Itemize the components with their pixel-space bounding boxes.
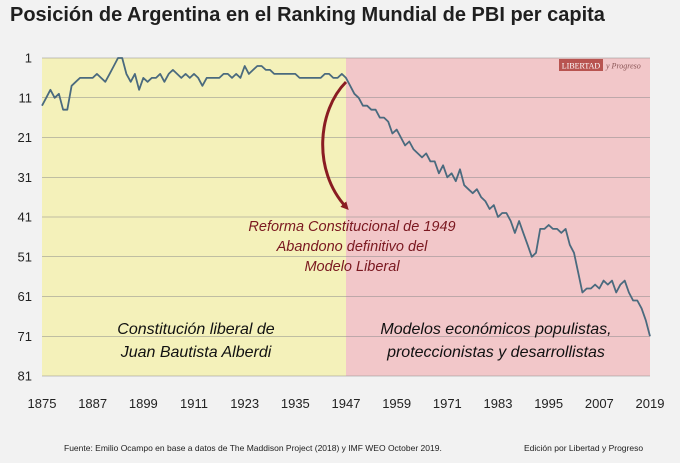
series-line-ranking <box>41 57 651 337</box>
annotation-line-2: Abandono definitivo del <box>276 239 429 255</box>
region-liberal-label-2: Juan Bautista Alberdi <box>120 344 272 361</box>
x-tick-label-2007: 2007 <box>585 396 614 411</box>
y-tick-label-1: 1 <box>25 51 32 66</box>
footer-edition: Edición por Libertad y Progreso <box>524 443 644 453</box>
region-populista-label-2: proteccionistas y desarrollistas <box>386 344 605 361</box>
x-tick-label-1995: 1995 <box>534 396 563 411</box>
x-tick-label-1899: 1899 <box>129 396 158 411</box>
y-tick-label-71: 71 <box>18 329 32 344</box>
annotation-line-1: Reforma Constitucional de 1949 <box>248 219 455 235</box>
x-tick-label-1971: 1971 <box>433 396 462 411</box>
y-tick-label-81: 81 <box>18 369 32 384</box>
x-axis-ticks: 1875 1887 1899 1911 1923 1935 1947 1959 1971 1983… <box>28 396 665 411</box>
footer-source: Fuente: Emilio Ocampo en base a datos de… <box>64 443 442 453</box>
region-liberal-label-1: Constitución liberal de <box>117 321 275 338</box>
gridlines <box>42 57 650 377</box>
x-tick-label-1947: 1947 <box>332 396 361 411</box>
x-tick-label-1887: 1887 <box>78 396 107 411</box>
annotation-line-3: Modelo Liberal <box>304 259 400 275</box>
x-tick-label-1959: 1959 <box>382 396 411 411</box>
x-tick-label-1983: 1983 <box>484 396 513 411</box>
logo-suffix: y Progreso <box>605 62 641 71</box>
y-tick-label-11: 11 <box>19 90 33 105</box>
x-tick-label-1875: 1875 <box>28 396 57 411</box>
x-tick-label-2019: 2019 <box>636 396 665 411</box>
y-tick-label-61: 61 <box>18 289 32 304</box>
y-tick-label-51: 51 <box>18 249 32 264</box>
y-tick-label-41: 41 <box>18 210 32 225</box>
arrow-annotation <box>321 80 349 210</box>
y-tick-label-21: 21 <box>18 130 32 145</box>
annotation-reforma: Reforma Constitucional de 1949 Abandono … <box>248 219 455 275</box>
chart-title: Posición de Argentina en el Ranking Mund… <box>10 4 605 26</box>
logo-text: LIBERTAD <box>562 62 601 71</box>
logo-libertad-progreso: LIBERTAD y Progreso <box>559 59 641 71</box>
arrow-path <box>321 80 349 210</box>
y-tick-label-31: 31 <box>18 170 32 185</box>
x-tick-label-1911: 1911 <box>180 396 208 411</box>
x-tick-label-1923: 1923 <box>230 396 259 411</box>
region-populista-label-1: Modelos económicos populistas, <box>380 321 611 338</box>
region-labels: Constitución liberal de Juan Bautista Al… <box>117 321 611 361</box>
x-tick-label-1935: 1935 <box>281 396 310 411</box>
